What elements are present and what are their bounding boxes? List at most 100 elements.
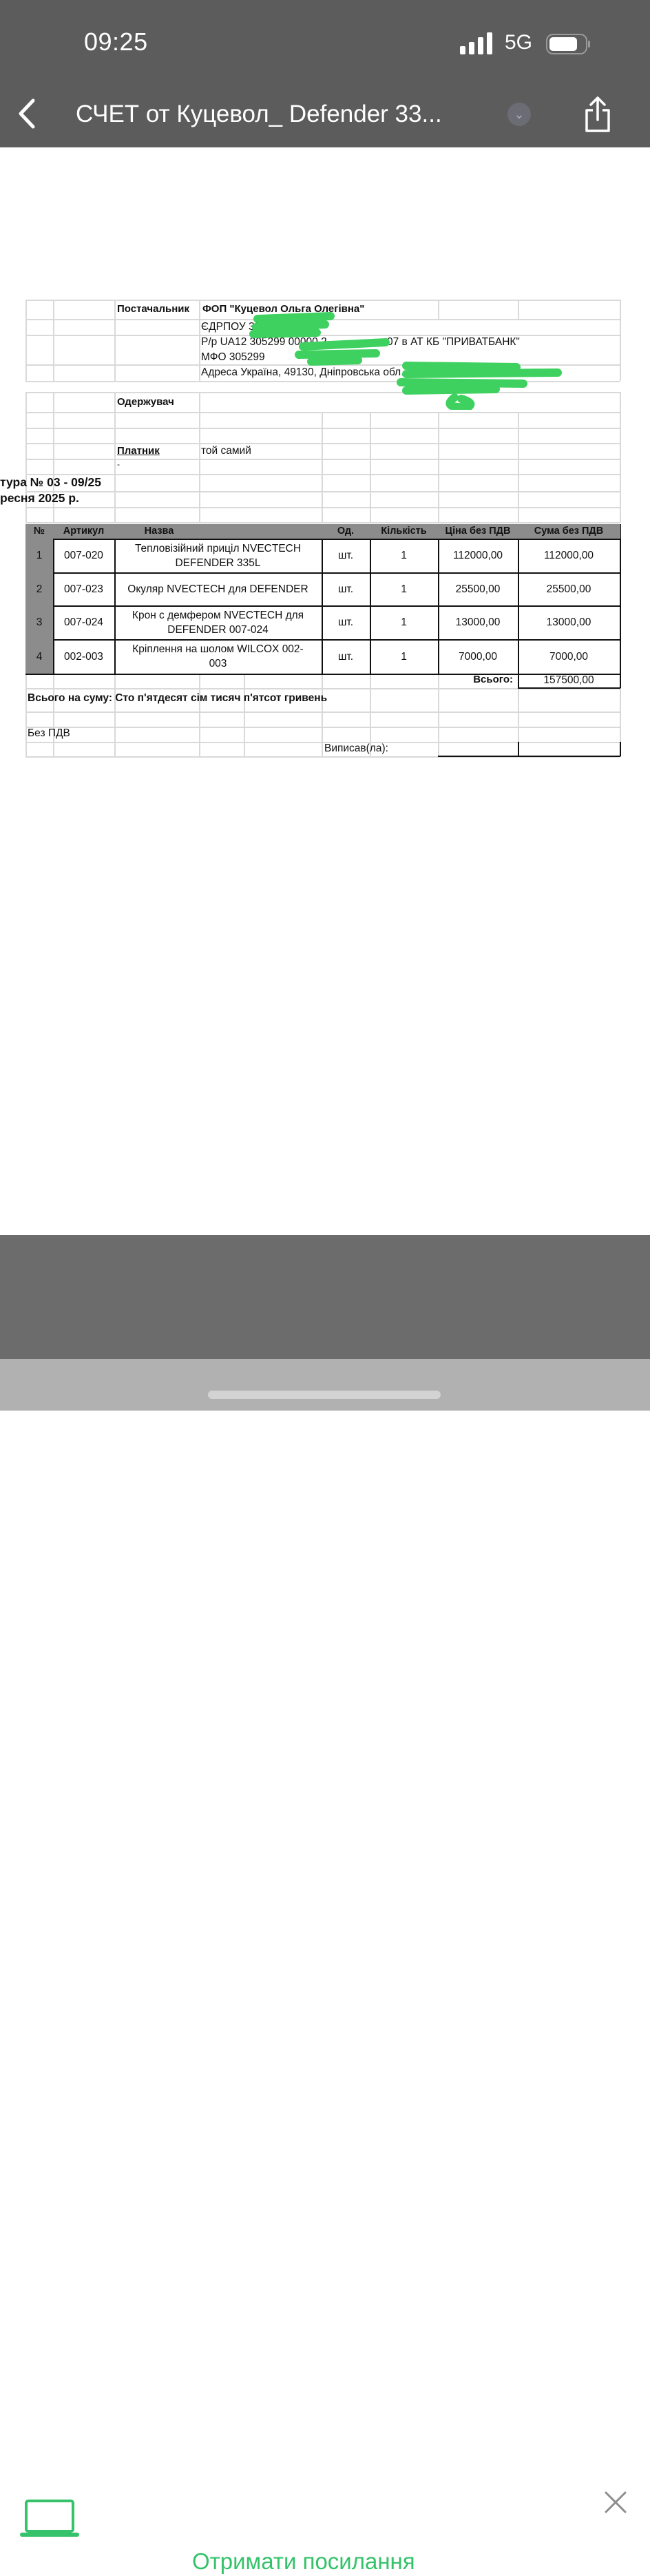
chevron-down-icon[interactable]: ⌄ — [507, 103, 531, 126]
row-number-bg — [25, 639, 53, 674]
column-header: Артикул — [63, 526, 105, 537]
cell-qty: 1 — [401, 616, 407, 628]
mfo: МФО 305299 — [201, 351, 265, 363]
grid-line — [25, 392, 620, 393]
share-icon[interactable] — [584, 95, 611, 134]
whatsapp-desktop-banner: Спробуйте використовувати WhatsApp на ко… — [0, 1235, 650, 2574]
grid-line — [518, 412, 519, 523]
grid-line — [25, 300, 620, 301]
home-area — [0, 1359, 650, 1411]
grid-line — [620, 524, 621, 539]
grid-line — [438, 300, 439, 319]
grid-line — [244, 674, 245, 757]
payer-value: той самий — [201, 445, 251, 457]
grid-line — [438, 539, 439, 674]
recipient-label: Одержувач — [117, 396, 174, 408]
laptop-icon — [20, 2500, 79, 2537]
vat-note: Без ПДВ — [28, 727, 70, 739]
grid-line — [114, 674, 116, 757]
cell-sum: 25500,00 — [546, 583, 591, 595]
cell-name: Кріплення на шолом WILCOX 002-003 — [132, 643, 304, 669]
grid-line — [322, 674, 323, 757]
cell-n: 1 — [36, 550, 43, 561]
cell-price: 112000,00 — [452, 550, 503, 561]
grid-line — [518, 687, 620, 689]
grid-line — [518, 674, 519, 757]
cell-unit: шт. — [337, 616, 354, 628]
grid-line — [25, 539, 620, 540]
signal-icon — [460, 32, 492, 54]
column-header: Ціна без ПДВ — [445, 526, 511, 537]
document-title: СЧЕТ от Куцевол_ Defender 33... — [76, 101, 442, 127]
grid-line — [370, 674, 371, 757]
supplier-name: ФОП "Куцевол Ольга Олегівна" — [202, 303, 365, 315]
grid-line — [25, 335, 620, 336]
grid-line — [438, 674, 439, 757]
cell-unit: шт. — [337, 550, 354, 561]
grid-line — [25, 300, 27, 381]
row-number-bg — [25, 539, 53, 572]
cell-qty: 1 — [401, 650, 407, 663]
grid-line — [25, 756, 620, 758]
grid-line — [620, 674, 621, 757]
grid-line — [25, 392, 27, 523]
cell-n: 4 — [36, 650, 43, 663]
grid-line — [370, 539, 371, 674]
cell-qty: 1 — [401, 550, 407, 561]
cell-sku: 002-003 — [64, 650, 103, 663]
grid-line — [620, 392, 621, 523]
cell-name: Тепловізійний приціл NVECTECH DEFENDER 3… — [134, 542, 302, 569]
cell-price: 25500,00 — [455, 583, 501, 595]
top-bar: 09:25 5G СЧЕТ от Куцевол_ Defender 33...… — [0, 0, 650, 147]
grid-line — [53, 300, 54, 381]
cell-sku: 007-024 — [64, 616, 103, 628]
supplier-label: Постачальник — [117, 303, 189, 315]
grid-line — [199, 392, 200, 523]
get-link[interactable]: Отримати посилання — [191, 2548, 415, 2574]
cell-name: Крон с демфером NVECTECH для DEFENDER 00… — [132, 609, 304, 636]
grid-line — [199, 300, 200, 381]
row-number-bg — [25, 572, 53, 605]
grid-line — [518, 300, 519, 319]
grid-line — [25, 674, 620, 675]
cell-price: 7000,00 — [458, 650, 498, 663]
column-header: № — [33, 526, 45, 537]
grid-line — [53, 539, 54, 674]
grid-line — [620, 300, 621, 381]
grid-line — [322, 412, 323, 523]
grid-line — [620, 539, 621, 674]
grid-line — [518, 674, 519, 688]
cell-sum: 7000,00 — [549, 650, 589, 663]
grid-line — [199, 674, 200, 757]
cell-qty: 1 — [401, 583, 407, 595]
grid-line — [25, 572, 620, 574]
grid-line — [518, 539, 519, 674]
column-header: Сума без ПДВ — [534, 526, 604, 537]
grid-line — [25, 674, 27, 757]
grid-line — [438, 412, 439, 523]
grid-line — [25, 605, 620, 607]
grid-line — [53, 392, 54, 523]
cell-name: Окуляр NVECTECH для DEFENDER — [127, 583, 308, 595]
column-header: Од. — [337, 526, 355, 537]
payer-label: Платник — [117, 445, 160, 457]
issued-by-label: Виписав(ла): — [324, 742, 388, 754]
cell-n: 2 — [36, 583, 43, 595]
address: Адреса Україна, 49130, Дніпровська обл.,… — [201, 366, 417, 378]
grid-line — [322, 539, 323, 674]
grid-line — [114, 539, 116, 674]
back-chevron-icon[interactable] — [15, 96, 40, 131]
cell-price: 13000,00 — [455, 616, 501, 628]
row-number-bg — [25, 605, 53, 639]
network-type: 5G — [505, 31, 533, 54]
invoice-number: тура № 03 - 09/25 — [0, 475, 101, 489]
cell-unit: шт. — [337, 583, 354, 595]
grid-line — [114, 392, 116, 523]
total-label: Всього: — [473, 674, 513, 685]
grid-line — [25, 381, 620, 382]
grid-line — [370, 412, 371, 523]
home-indicator[interactable] — [208, 1391, 441, 1399]
column-header: Назва — [144, 526, 174, 537]
cell-n: 3 — [36, 616, 43, 628]
close-icon[interactable] — [603, 2490, 628, 2515]
